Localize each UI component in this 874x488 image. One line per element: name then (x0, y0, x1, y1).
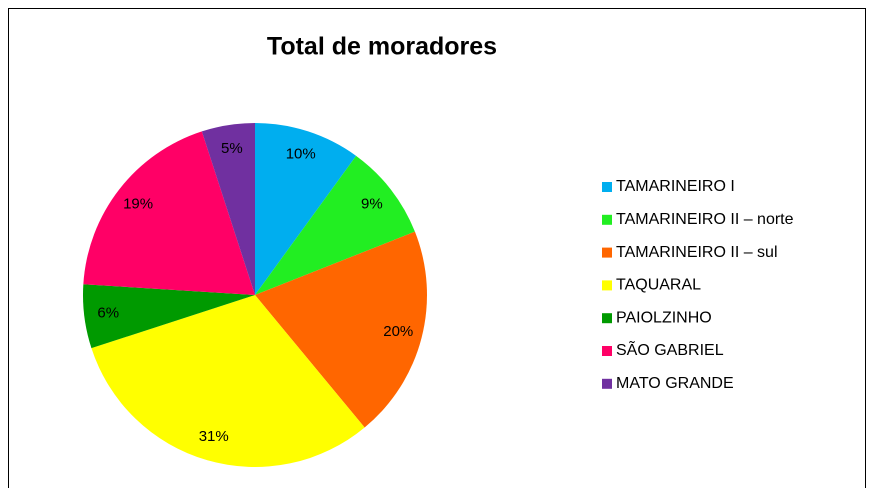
legend-swatch (602, 214, 612, 225)
pie-slice (255, 123, 357, 295)
legend-label: PAIOLZINHO (616, 309, 712, 326)
pie-slice (83, 284, 255, 349)
legend-label: SÃO GABRIEL (616, 339, 724, 359)
slice-label: 20% (383, 323, 413, 340)
pie-slice (83, 131, 255, 295)
slice-label: 6% (97, 305, 119, 322)
slice-label: 19% (123, 195, 153, 212)
legend-label: MATO GRANDE (616, 375, 734, 392)
legend-swatch (602, 182, 612, 192)
legend-swatch (602, 378, 612, 389)
legend-swatch (602, 247, 612, 258)
pie-slice (201, 123, 255, 295)
slice-label: 10% (286, 145, 316, 162)
legend-label: TAMARINEIRO II – norte (616, 211, 794, 228)
legend-label: TAQUARAL (616, 277, 701, 294)
pie-slice (255, 231, 428, 428)
legend-swatch (602, 280, 612, 291)
legend-label: TAMARINEIRO II – sul (616, 244, 778, 261)
pie-slice (91, 295, 365, 468)
slice-label: 5% (221, 140, 243, 157)
legend-label: TAMARINEIRO I (616, 178, 735, 195)
legend-swatch (602, 346, 612, 356)
legend-swatch (602, 313, 612, 324)
slice-label: 31% (199, 428, 229, 445)
pie-slice (255, 155, 415, 295)
slice-label: 9% (361, 195, 383, 212)
chart-title: Total de moradores (267, 33, 497, 61)
